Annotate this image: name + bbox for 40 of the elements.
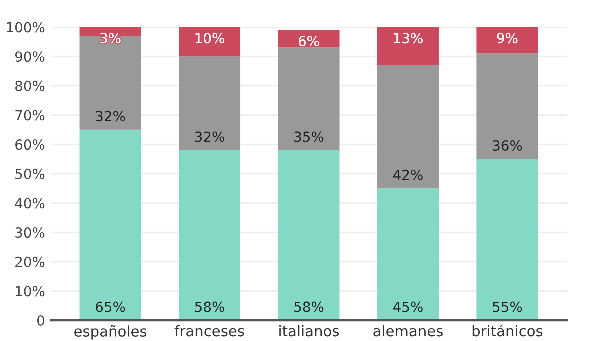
bar: [278, 150, 340, 321]
x-tick-label: españoles: [74, 325, 147, 340]
y-tick-label: 60%: [16, 140, 45, 150]
x-tick-label: italianos: [280, 325, 340, 337]
data-label: 32%: [195, 132, 224, 142]
data-label: 13%: [394, 33, 423, 44]
x-tick-label: franceses: [174, 325, 244, 337]
data-label: 42%: [393, 170, 423, 180]
y-tick-label: 0: [38, 316, 45, 326]
bar: [476, 54, 538, 160]
data-label: 10%: [196, 33, 224, 44]
data-label: 36%: [493, 140, 522, 151]
data-label: 45%: [393, 302, 423, 312]
x-tick-label: alemanes: [374, 325, 443, 337]
data-label: 65%: [96, 302, 126, 312]
bar: [179, 56, 241, 150]
bar: [377, 188, 439, 321]
y-tick-label: 50%: [16, 168, 45, 180]
y-tick-label: 20%: [16, 256, 45, 268]
data-label: 6%: [298, 36, 320, 47]
bar: [377, 65, 439, 189]
data-label: 3%: [100, 33, 121, 44]
data-label: 35%: [294, 132, 324, 142]
y-tick-label: 90%: [15, 52, 45, 62]
bar: [278, 48, 340, 150]
bar: [80, 130, 142, 321]
data-label: 9%: [497, 33, 518, 44]
x-tick-label: británicos: [472, 324, 543, 337]
y-tick-label: 30%: [16, 228, 45, 238]
y-tick-label: 70%: [16, 110, 45, 121]
y-tick-label: 80%: [16, 80, 45, 92]
data-label: 58%: [294, 302, 324, 312]
y-tick-label: 40%: [15, 198, 45, 209]
y-tick-label: 100%: [7, 22, 45, 33]
bar: [179, 150, 241, 321]
data-label: 32%: [96, 111, 126, 122]
data-label: 55%: [493, 302, 522, 312]
y-tick-label: 10%: [16, 286, 45, 297]
data-label: 58%: [195, 302, 224, 312]
bar: [476, 159, 538, 321]
